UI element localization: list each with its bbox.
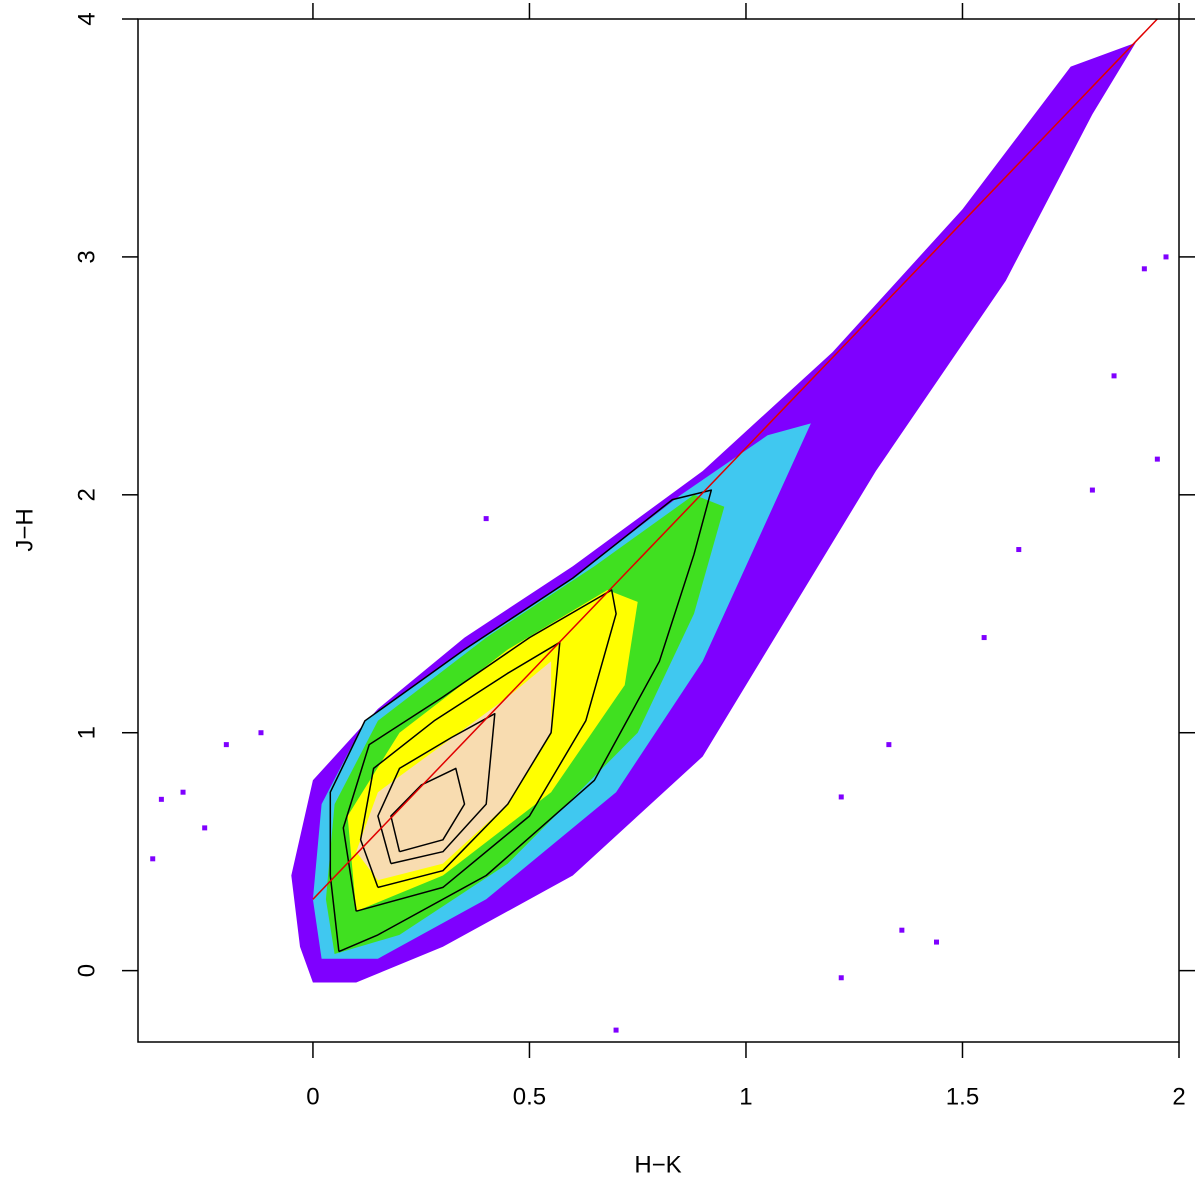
y-tick-label: 3 xyxy=(73,250,100,263)
y-axis-label: J−H xyxy=(11,508,38,551)
x-axis-label: H−K xyxy=(634,1151,681,1178)
outlier-point xyxy=(1163,254,1169,260)
outlier-point xyxy=(613,1027,619,1033)
y-tick-label: 1 xyxy=(73,726,100,739)
outlier-point xyxy=(1141,266,1147,272)
x-tick-label: 0 xyxy=(306,1083,319,1110)
outlier-point xyxy=(483,516,489,522)
outlier-point xyxy=(1089,487,1095,493)
outlier-point xyxy=(1111,373,1117,379)
outlier-point xyxy=(1016,547,1022,553)
outlier-point xyxy=(223,742,229,748)
x-tick-label: 2 xyxy=(1172,1083,1185,1110)
outlier-point xyxy=(838,975,844,981)
x-tick-label: 1 xyxy=(739,1083,752,1110)
outlier-point xyxy=(180,789,186,795)
outlier-point xyxy=(886,742,892,748)
contour-line xyxy=(390,767,466,853)
contour-line xyxy=(359,641,561,889)
outlier-point xyxy=(981,635,987,641)
outlier-point xyxy=(899,927,905,933)
plot-frame xyxy=(137,18,1180,1043)
y-tick-label: 2 xyxy=(73,488,100,501)
outlier-point xyxy=(1154,456,1160,462)
outlier-point xyxy=(202,825,208,831)
outlier-point xyxy=(838,794,844,800)
fit-line xyxy=(312,18,1158,900)
outlier-point xyxy=(158,796,164,802)
x-tick-label: 0.5 xyxy=(513,1083,546,1110)
contour-line xyxy=(329,489,713,953)
outlier-point xyxy=(150,856,156,862)
contour-line xyxy=(377,712,496,865)
contour-line xyxy=(342,589,617,912)
y-tick-label: 0 xyxy=(73,964,100,977)
y-tick-label: 4 xyxy=(73,12,100,25)
outlier-point xyxy=(934,939,940,945)
x-tick-label: 1.5 xyxy=(946,1083,979,1110)
density-region xyxy=(356,661,552,881)
outlier-point xyxy=(258,730,264,736)
